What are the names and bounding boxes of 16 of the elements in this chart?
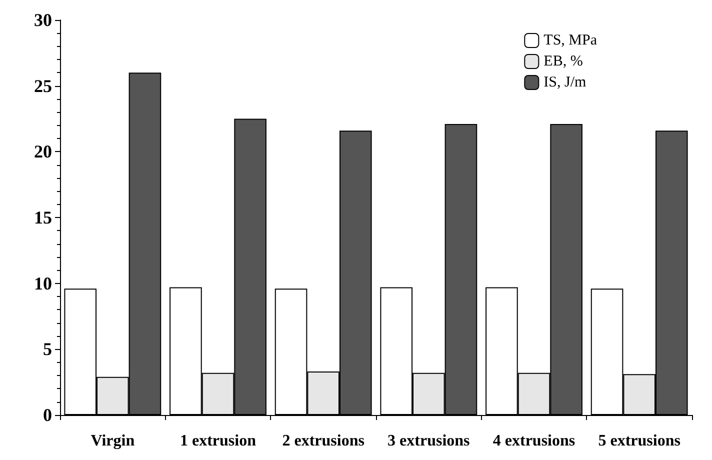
y-tick-label: 0 [43,405,52,425]
x-tick-label: Virgin [90,432,135,450]
y-tick-label: 20 [34,142,52,162]
y-tick-label: 15 [34,208,52,228]
x-tick-label: 3 extrusions [388,432,470,450]
y-tick-label: 25 [34,76,52,96]
y-tick-label: 10 [34,273,52,294]
y-tick-label: 5 [43,339,52,360]
x-tick-label: 4 extrusions [492,432,576,450]
y-tick-label: 30 [34,10,52,30]
legend-label: IS, J/m [544,74,586,90]
x-tick-label: 5 extrusions [598,432,680,450]
legend-label: TS, MPa [544,32,598,48]
x-tick-label: 1 extrusion [180,432,256,450]
legend-label: EB, % [544,54,583,70]
x-tick-label: 2 extrusions [282,432,364,450]
